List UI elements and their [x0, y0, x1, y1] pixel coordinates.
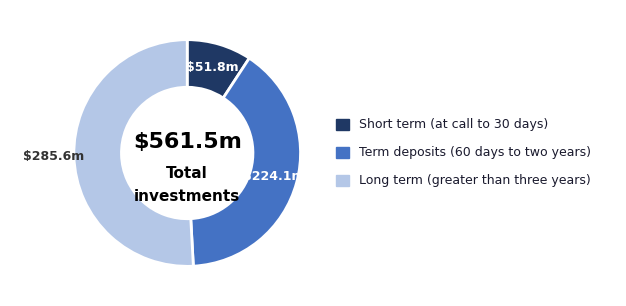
Text: investments: investments [134, 188, 240, 203]
Text: $285.6m: $285.6m [23, 150, 84, 163]
Text: $51.8m: $51.8m [187, 61, 239, 74]
Text: $224.1m: $224.1m [243, 170, 304, 183]
Text: $561.5m: $561.5m [133, 132, 242, 152]
Wedge shape [74, 40, 193, 266]
Text: Total: Total [167, 166, 208, 181]
Wedge shape [187, 40, 249, 98]
Legend: Short term (at call to 30 days), Term deposits (60 days to two years), Long term: Short term (at call to 30 days), Term de… [336, 118, 591, 188]
Wedge shape [191, 58, 300, 266]
